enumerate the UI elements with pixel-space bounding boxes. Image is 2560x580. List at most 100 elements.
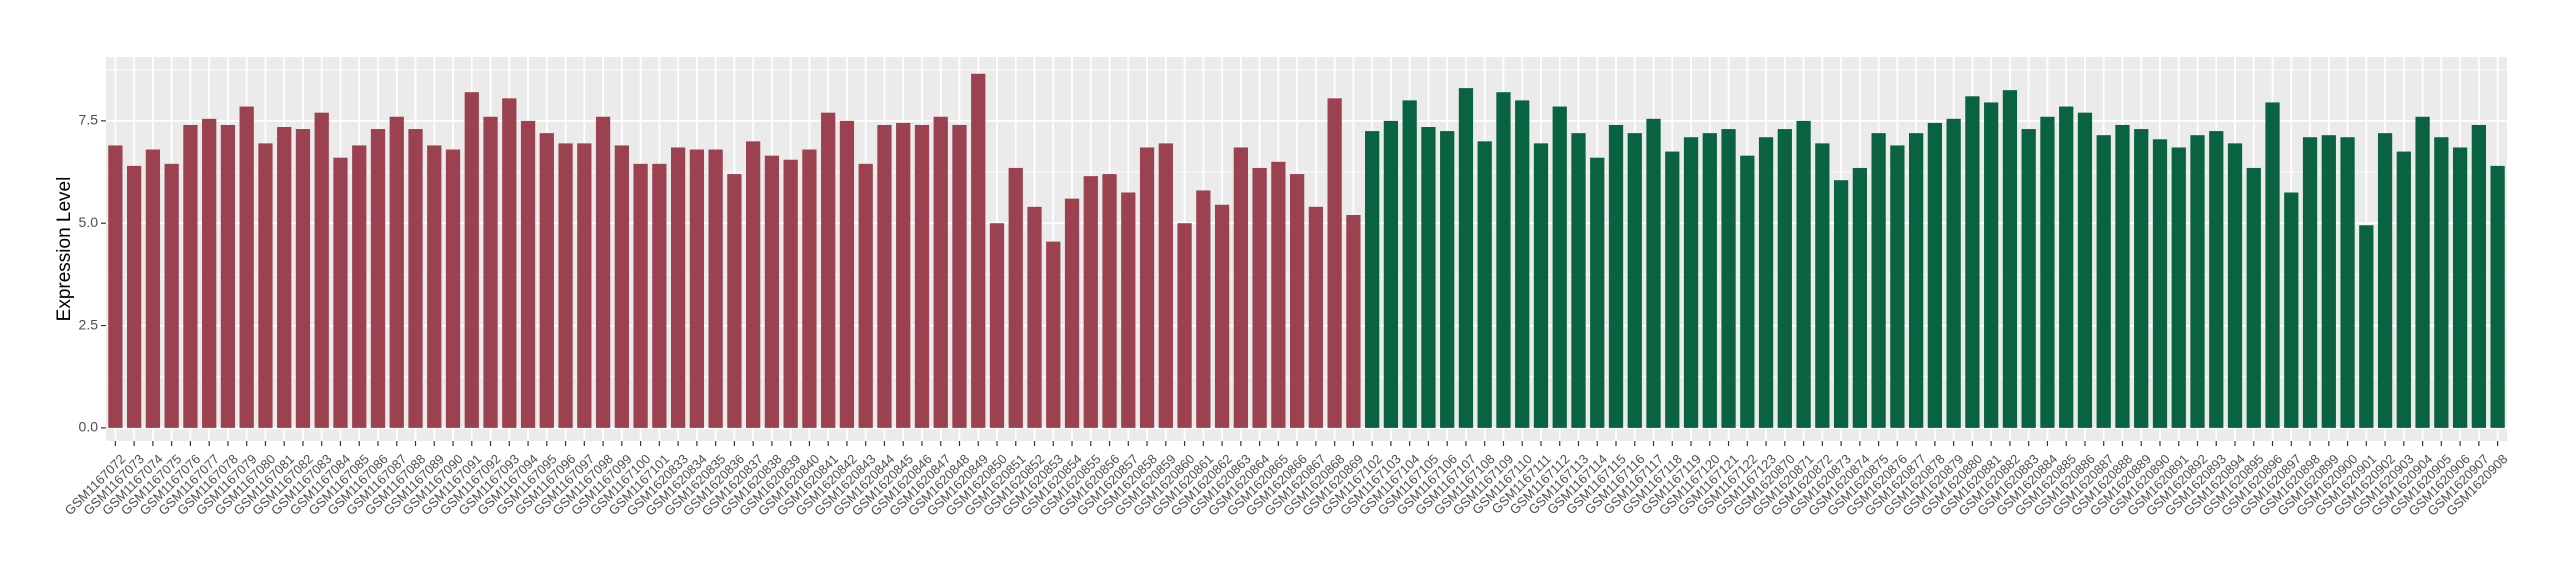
bar xyxy=(858,163,873,428)
bar xyxy=(614,145,629,428)
bar xyxy=(689,149,704,428)
y-axis-title: Expression Level xyxy=(54,177,75,322)
bar xyxy=(295,129,311,428)
bar xyxy=(1327,98,1342,428)
bar xyxy=(2359,225,2374,428)
bar xyxy=(896,122,911,428)
bar xyxy=(2040,116,2055,428)
bar xyxy=(1608,124,1624,428)
bar xyxy=(558,143,573,428)
bar xyxy=(1965,96,1980,428)
bar xyxy=(483,116,498,428)
bar xyxy=(2490,165,2505,428)
bar xyxy=(1758,137,1774,428)
bar xyxy=(2190,135,2205,428)
bar xyxy=(2471,124,2486,428)
bar xyxy=(764,155,780,428)
bar xyxy=(352,145,367,428)
bar xyxy=(258,143,273,428)
bar xyxy=(2096,135,2111,428)
bar xyxy=(1196,190,1211,428)
bar xyxy=(933,116,948,428)
bar xyxy=(2227,143,2243,428)
bar xyxy=(1496,92,1511,428)
bar xyxy=(1852,167,1867,428)
bar xyxy=(1440,131,1455,428)
bar xyxy=(1721,129,1736,428)
bar xyxy=(1421,127,1436,428)
bar xyxy=(2340,137,2355,428)
bar xyxy=(2321,135,2336,428)
bar xyxy=(277,127,292,428)
y-tick-label: 5.0 xyxy=(79,214,99,230)
bar xyxy=(1515,100,1530,428)
bar xyxy=(164,163,179,428)
bar xyxy=(2002,90,2018,428)
bar xyxy=(839,120,855,428)
bar xyxy=(2396,151,2411,428)
bar xyxy=(2434,137,2449,428)
bar xyxy=(1683,137,1699,428)
bar xyxy=(1740,155,1755,428)
bar xyxy=(652,163,667,428)
bar xyxy=(1833,180,1849,428)
bar xyxy=(670,147,686,428)
bar xyxy=(1139,147,1155,428)
bar xyxy=(389,116,404,428)
bar xyxy=(2452,147,2468,428)
bar xyxy=(727,174,742,428)
bar xyxy=(2171,147,2186,428)
bar xyxy=(1214,204,1230,428)
bar xyxy=(1815,143,1830,428)
bar xyxy=(145,149,161,428)
bar xyxy=(1927,122,1943,428)
bar xyxy=(2209,131,2224,428)
bar xyxy=(239,106,254,428)
bar xyxy=(595,116,611,428)
bar xyxy=(1796,120,1811,428)
bar xyxy=(1477,141,1492,428)
bar xyxy=(971,73,986,428)
bar xyxy=(1402,100,1417,428)
bar xyxy=(1627,133,1642,428)
bar xyxy=(539,133,554,428)
bar xyxy=(2021,129,2036,428)
bar xyxy=(1552,106,1567,428)
bar xyxy=(1984,102,1999,428)
bar xyxy=(1271,161,1286,428)
bar xyxy=(633,163,648,428)
bar xyxy=(220,124,236,428)
bar xyxy=(802,149,817,428)
bar xyxy=(314,112,329,428)
bar xyxy=(1702,133,1717,428)
bar xyxy=(183,124,198,428)
bar xyxy=(502,98,517,428)
bar xyxy=(1308,206,1324,428)
bar xyxy=(577,143,592,428)
bar xyxy=(1346,215,1361,428)
bar xyxy=(746,141,761,428)
bar xyxy=(2415,116,2430,428)
bar xyxy=(445,149,461,428)
bar xyxy=(1289,174,1305,428)
bar xyxy=(1458,88,1474,428)
bar xyxy=(1890,145,1905,428)
bar xyxy=(2134,129,2149,428)
bar xyxy=(2284,192,2299,428)
bar xyxy=(427,145,442,428)
bar xyxy=(1909,133,1924,428)
bar xyxy=(1046,241,1061,428)
bar xyxy=(1233,147,1248,428)
bar xyxy=(408,129,423,428)
bar xyxy=(2059,106,2074,428)
bar xyxy=(520,120,536,428)
bar xyxy=(1158,143,1173,428)
bar xyxy=(1871,133,1886,428)
bar xyxy=(989,223,1005,428)
bar xyxy=(914,124,930,428)
bar xyxy=(1665,151,1680,428)
bar xyxy=(2115,124,2130,428)
bar xyxy=(821,112,836,428)
